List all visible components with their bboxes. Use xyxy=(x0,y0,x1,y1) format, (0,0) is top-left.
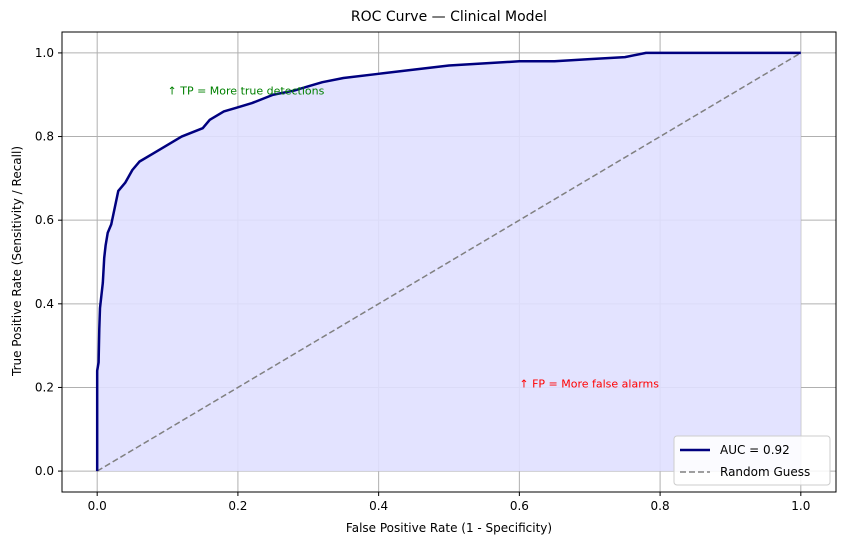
chart-title: ROC Curve — Clinical Model xyxy=(351,9,547,25)
y-tick-label: 0.4 xyxy=(35,297,54,311)
x-axis-title: False Positive Rate (1 - Specificity) xyxy=(346,521,552,535)
annotation-text: ↑ TP = More true detections xyxy=(168,85,325,98)
x-tick-label: 0.6 xyxy=(510,499,529,513)
series-layer xyxy=(95,51,802,472)
y-tick-label: 0.6 xyxy=(35,213,54,227)
y-tick-label: 0.0 xyxy=(35,464,54,478)
x-tick-label: 0.4 xyxy=(369,499,388,513)
y-tick-label: 1.0 xyxy=(35,46,54,60)
x-tick-label: 0.8 xyxy=(651,499,670,513)
legend-box xyxy=(673,435,831,486)
ticks: 0.0 0.2 0.4 0.6 0.8 1.0 0.0 0.2 0.4 0.6 0.8 1.0 xyxy=(35,46,810,513)
annotations: ↑ TP = More true detections ↑ FP = More f… xyxy=(168,85,660,391)
y-axis-title: True Positive Rate (Sensitivity / Recall… xyxy=(10,146,24,377)
roc-curve-line xyxy=(95,51,801,472)
plot-frame xyxy=(61,31,837,493)
x-tick-label: 0.0 xyxy=(88,499,107,513)
x-tick-label: 1.0 xyxy=(791,499,810,513)
legend-label-roc: AUC = 0.92 xyxy=(720,443,790,457)
legend-label-random: Random Guess xyxy=(720,465,810,479)
annotation-text: ↑ FP = More false alarms xyxy=(519,377,659,390)
legend: AUC = 0.92 Random Guess xyxy=(673,435,831,486)
y-tick-label: 0.8 xyxy=(35,130,54,144)
random-guess-line xyxy=(96,52,802,472)
x-tick-label: 0.2 xyxy=(228,499,247,513)
y-tick-label: 0.2 xyxy=(35,380,54,394)
